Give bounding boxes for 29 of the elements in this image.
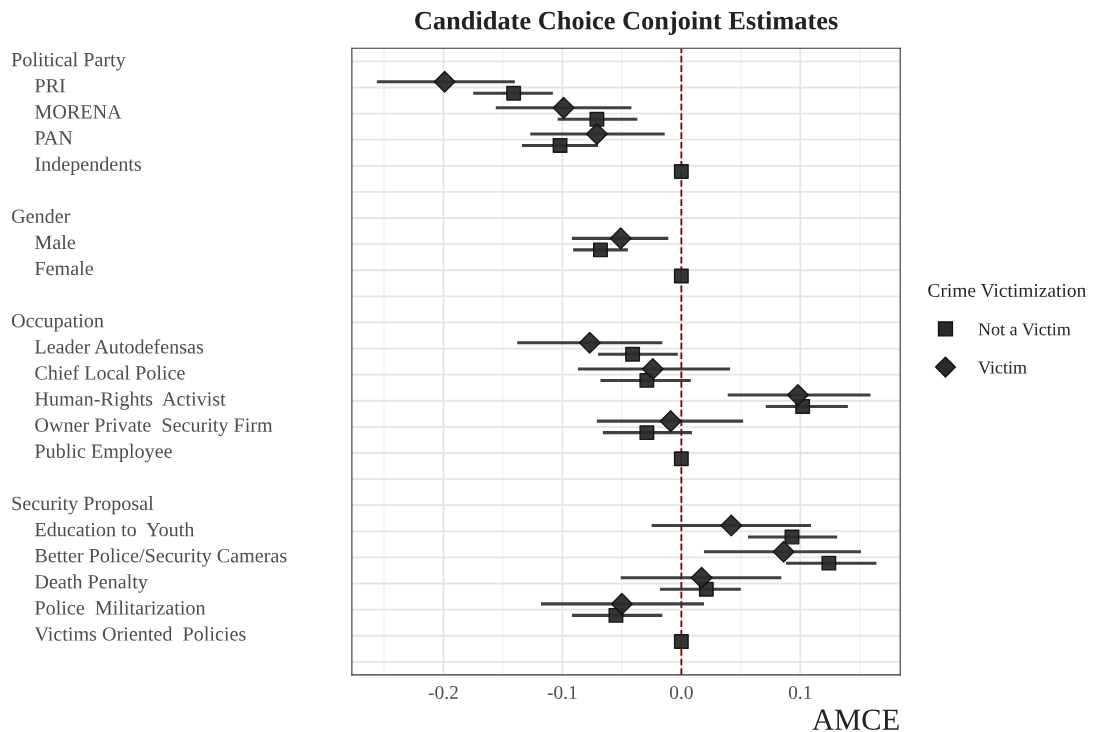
legend-title: Crime Victimization — [928, 283, 1086, 298]
y-tick-label: Police Militarization — [34, 600, 206, 615]
x-tick-label: -0.1 — [547, 685, 577, 700]
y-tick-label: Owner Private Security Firm — [35, 418, 273, 437]
text: Gender — [11, 208, 71, 224]
x-tick-label: 0.1 — [788, 685, 812, 700]
y-tick-label: Education to Youth — [34, 522, 195, 537]
y-tick-label: MORENA — [34, 105, 122, 119]
y-tick-label: Female — [34, 261, 93, 276]
y-tick-label: Death Penalty — [34, 574, 148, 593]
text: Occupation — [11, 313, 104, 332]
y-tick-label: Victims Oriented Policies — [34, 626, 246, 641]
y-tick-label: Independents — [35, 156, 142, 175]
y-tick-label: PAN — [34, 131, 73, 145]
legend-label: Victim — [978, 361, 1027, 374]
y-tick-label: Public Employee — [34, 443, 172, 463]
legend-label: Not a Victim — [978, 323, 1071, 336]
x-tick-label: 0.0 — [669, 685, 693, 700]
x-axis-title: AMCE — [812, 709, 899, 731]
y-tick-label: Chief Local Police — [35, 365, 185, 380]
text: Security Proposal — [12, 496, 154, 515]
chart-title: Candidate Choice Conjoint Estimates — [415, 10, 838, 35]
x-tick-label: -0.2 — [428, 685, 458, 700]
y-tick-label: Human-Rights Activist — [34, 391, 226, 410]
y-tick-label: Better Police/Security Cameras — [34, 548, 287, 567]
y-tick-label: Leader Autodefensas — [34, 339, 204, 354]
y-tick-label: PRI — [34, 79, 66, 93]
y-tick-label: Male — [34, 234, 76, 250]
text: Political Party — [11, 52, 126, 71]
